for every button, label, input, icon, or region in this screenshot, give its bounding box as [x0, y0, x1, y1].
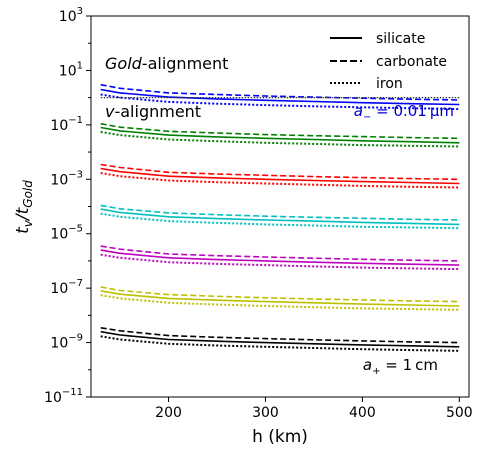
x-axis-label: h (km)	[252, 427, 308, 447]
series-2-dotted-line	[100, 130, 460, 148]
plot-background	[91, 16, 469, 397]
series-7-solid-line	[100, 330, 460, 348]
v-alignment-label: v-alignment	[105, 102, 201, 121]
x-tick-label: 400	[349, 405, 376, 421]
series-4-solid-line	[100, 208, 460, 226]
series-5-dashed-line	[100, 245, 460, 262]
series-7-dotted-line	[100, 335, 460, 352]
x-tick-label: 500	[446, 405, 473, 421]
series-6-dotted-line	[100, 294, 460, 311]
plot-frame	[90, 15, 470, 398]
y-tick-label: 10−5	[50, 224, 83, 243]
series-6-solid-line	[100, 290, 460, 307]
y-tick-label: 10−9	[50, 333, 83, 352]
y-tick-label: 10−11	[44, 387, 83, 406]
y-axis-label: tv/tGold	[13, 180, 35, 234]
series-2-dashed-line	[100, 122, 460, 140]
series-1-dotted-line	[100, 93, 460, 111]
series-4-dashed-line	[100, 204, 460, 221]
series-5-solid-line	[100, 249, 460, 266]
series-2-solid-line	[100, 126, 460, 144]
x-tick-label: 300	[252, 405, 279, 421]
ticks-layer: 200 300 400 500 103 101 10−1 10−3 10−5 10−7 10−9 10…	[44, 6, 473, 421]
x-tick-label: 200	[155, 405, 182, 421]
legend-label-silicate: silicate	[376, 31, 425, 47]
gold-alignment-label: Gold-alignment	[105, 54, 228, 73]
legend-label-carbonate: carbonate	[376, 54, 447, 70]
series-5-dotted-line	[100, 253, 460, 271]
a-plus-label: a+ = 1 cm	[363, 356, 438, 377]
series-3-solid-line	[100, 167, 460, 185]
a-minus-label: a− = 0.01 μm	[354, 102, 454, 123]
series-1-solid-line	[100, 88, 460, 106]
series-4-dotted-line	[100, 212, 460, 230]
y-tick-label: 103	[59, 6, 83, 25]
series-1-dashed-line	[100, 83, 460, 101]
series-layer	[100, 83, 460, 352]
y-tick-label: 10−1	[50, 115, 83, 134]
y-tick-label: 10−7	[50, 278, 83, 297]
series-7-dashed-line	[100, 327, 460, 344]
series-6-dashed-line	[100, 286, 460, 303]
legend: silicate carbonate iron	[330, 31, 447, 92]
y-tick-label: 10−3	[50, 169, 83, 188]
series-3-dashed-line	[100, 163, 460, 181]
y-tick-label: 101	[59, 60, 83, 79]
series-3-dotted-line	[100, 172, 460, 189]
legend-label-iron: iron	[376, 76, 403, 92]
